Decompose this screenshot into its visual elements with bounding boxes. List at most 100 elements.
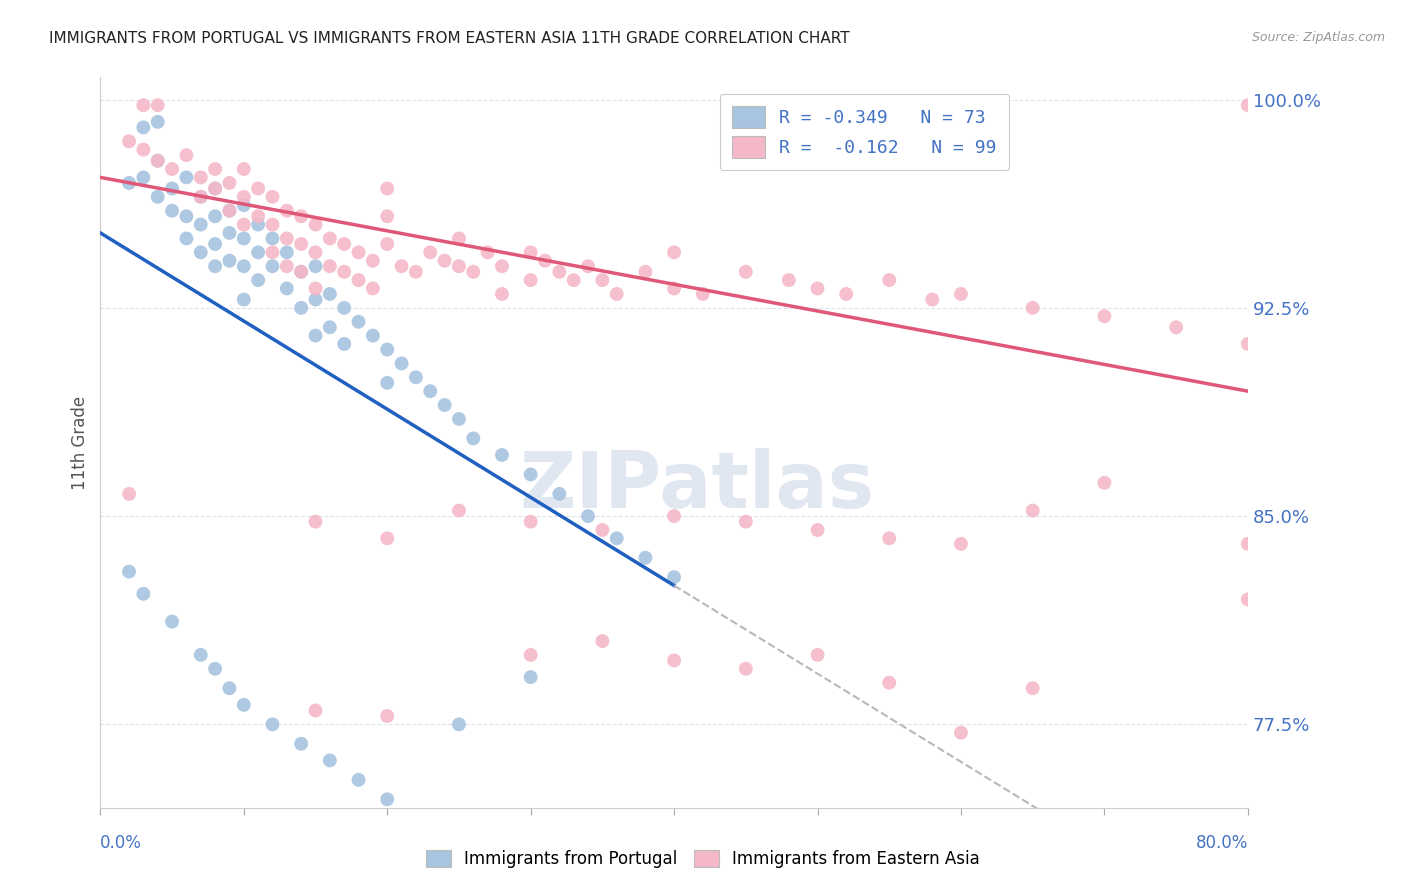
Point xyxy=(634,265,657,279)
Point xyxy=(218,253,240,268)
Point xyxy=(204,259,226,273)
Point xyxy=(132,120,155,135)
Point xyxy=(247,245,270,260)
Point xyxy=(232,218,254,232)
Point xyxy=(190,190,212,204)
Point xyxy=(118,487,141,501)
Point xyxy=(276,203,298,218)
Point xyxy=(806,281,828,295)
Point xyxy=(591,523,613,537)
Point xyxy=(132,143,155,157)
Point xyxy=(576,509,599,524)
Point xyxy=(1237,98,1260,112)
Point xyxy=(276,245,298,260)
Point xyxy=(319,287,342,301)
Point xyxy=(1021,681,1043,696)
Point xyxy=(190,245,212,260)
Point xyxy=(232,231,254,245)
Point xyxy=(290,737,312,751)
Point xyxy=(146,98,169,112)
Point xyxy=(176,170,198,185)
Point xyxy=(806,523,828,537)
Point xyxy=(190,190,212,204)
Point xyxy=(304,515,326,529)
Point xyxy=(692,287,714,301)
Point xyxy=(304,218,326,232)
Point xyxy=(290,237,312,252)
Point xyxy=(132,98,155,112)
Point xyxy=(1092,309,1115,323)
Point xyxy=(433,398,456,412)
Text: Source: ZipAtlas.com: Source: ZipAtlas.com xyxy=(1251,31,1385,45)
Point xyxy=(290,209,312,223)
Point xyxy=(835,287,858,301)
Point xyxy=(204,181,226,195)
Point xyxy=(591,634,613,648)
Point xyxy=(232,259,254,273)
Point xyxy=(734,515,756,529)
Point xyxy=(375,181,398,195)
Point xyxy=(877,531,900,545)
Point xyxy=(276,231,298,245)
Point xyxy=(190,170,212,185)
Point xyxy=(204,662,226,676)
Point xyxy=(146,153,169,168)
Point xyxy=(361,328,384,343)
Point xyxy=(176,209,198,223)
Point xyxy=(491,287,513,301)
Point xyxy=(1166,320,1188,334)
Point xyxy=(562,273,585,287)
Point xyxy=(290,265,312,279)
Point xyxy=(204,209,226,223)
Point xyxy=(519,648,541,662)
Point xyxy=(190,218,212,232)
Point xyxy=(491,448,513,462)
Point xyxy=(662,509,685,524)
Point xyxy=(262,190,284,204)
Point xyxy=(160,203,183,218)
Point xyxy=(477,245,499,260)
Point xyxy=(232,698,254,712)
Point xyxy=(304,328,326,343)
Point xyxy=(304,281,326,295)
Point xyxy=(405,265,427,279)
Point xyxy=(232,198,254,212)
Point xyxy=(218,203,240,218)
Point xyxy=(304,245,326,260)
Point xyxy=(576,259,599,273)
Point xyxy=(662,281,685,295)
Point xyxy=(276,259,298,273)
Point xyxy=(519,670,541,684)
Point xyxy=(247,209,270,223)
Point xyxy=(319,753,342,767)
Point xyxy=(262,231,284,245)
Point xyxy=(361,253,384,268)
Point xyxy=(146,190,169,204)
Point xyxy=(176,148,198,162)
Point xyxy=(375,709,398,723)
Point xyxy=(1021,503,1043,517)
Point xyxy=(734,265,756,279)
Point xyxy=(218,203,240,218)
Point xyxy=(361,281,384,295)
Point xyxy=(433,253,456,268)
Point xyxy=(447,503,470,517)
Point xyxy=(247,273,270,287)
Point xyxy=(319,259,342,273)
Point xyxy=(447,231,470,245)
Point xyxy=(734,662,756,676)
Text: 80.0%: 80.0% xyxy=(1195,834,1249,853)
Point xyxy=(218,176,240,190)
Point xyxy=(548,487,571,501)
Point xyxy=(375,343,398,357)
Point xyxy=(247,218,270,232)
Point xyxy=(634,550,657,565)
Point xyxy=(1237,592,1260,607)
Point xyxy=(132,170,155,185)
Point xyxy=(304,703,326,717)
Point xyxy=(333,237,356,252)
Point xyxy=(447,717,470,731)
Point xyxy=(218,226,240,240)
Point xyxy=(160,162,183,177)
Point xyxy=(118,565,141,579)
